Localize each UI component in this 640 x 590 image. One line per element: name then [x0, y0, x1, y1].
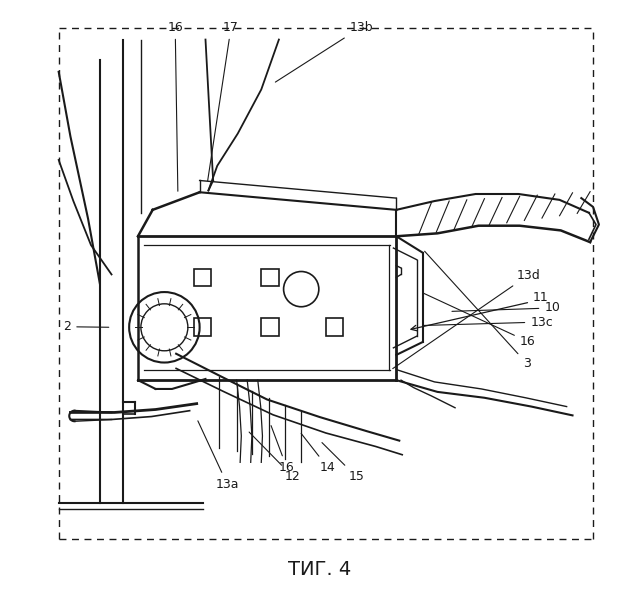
- Bar: [194, 268, 211, 286]
- Text: 16: 16: [271, 425, 294, 474]
- Bar: [194, 319, 211, 336]
- Text: 13a: 13a: [198, 421, 239, 491]
- Text: 15: 15: [322, 442, 364, 483]
- Bar: [326, 319, 344, 336]
- Text: ΤИГ. 4: ΤИГ. 4: [289, 560, 351, 579]
- Text: 3: 3: [424, 251, 531, 370]
- Text: 12: 12: [249, 432, 301, 483]
- Text: 16: 16: [424, 293, 536, 348]
- Text: 10: 10: [452, 301, 560, 314]
- Text: 14: 14: [301, 434, 336, 474]
- Bar: [261, 268, 279, 286]
- Bar: [261, 319, 279, 336]
- Text: 11: 11: [532, 291, 548, 304]
- Text: 16: 16: [167, 21, 183, 191]
- Text: 2: 2: [63, 320, 109, 333]
- Text: 13d: 13d: [393, 268, 540, 369]
- Text: 13b: 13b: [275, 21, 373, 82]
- Text: 17: 17: [207, 21, 239, 181]
- Text: 13c: 13c: [424, 316, 553, 329]
